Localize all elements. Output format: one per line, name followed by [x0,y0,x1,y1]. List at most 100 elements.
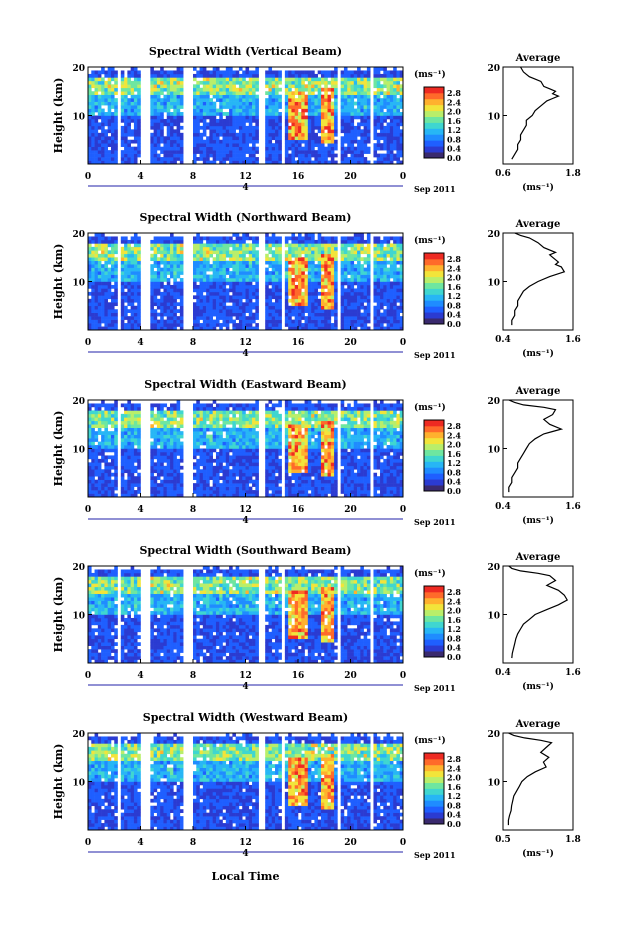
heatmap-cell [383,91,387,96]
heatmap-cell [160,438,164,442]
heatmap-cell [94,250,99,255]
heatmap-cell [307,139,312,144]
heatmap-cell [366,136,371,141]
heatmap-cell [340,309,345,313]
heatmap-cell [386,278,391,282]
heatmap-cell [160,253,164,258]
heatmap-cell [107,278,112,282]
heatmap-cell [173,143,177,147]
heatmap-cell [166,420,171,425]
heatmap-cell [179,67,184,71]
heatmap-cell [268,274,273,279]
heatmap-cell [376,291,381,296]
heatmap-cell [347,264,351,268]
heatmap-cell [399,291,404,296]
heatmap-cell [340,101,345,106]
heatmap-cell [150,146,154,151]
heatmap-cell [222,143,227,147]
heatmap-cell [124,253,128,258]
heatmap-cell [324,77,328,82]
heatmap-cell [380,91,384,96]
heatmap-cell [156,427,161,432]
heatmap-cell [150,101,154,106]
heatmap-cell [133,125,138,130]
heatmap-cell [202,284,207,289]
heatmap-cell [399,253,404,258]
heatmap-cell [173,160,177,165]
heatmap-cell [288,274,292,279]
heatmap-cell [340,312,345,317]
heatmap-cell [206,122,210,127]
heatmap-cell [202,267,207,272]
heatmap-cell [268,288,273,293]
heatmap-cell [343,264,348,268]
heatmap-cell [130,118,135,123]
heatmap-cell [255,326,259,331]
heatmap-cell [179,291,184,296]
heatmap-cell [212,260,217,265]
heatmap-cell [209,70,213,75]
heatmap-cell [166,153,171,158]
heatmap-cell [163,267,168,272]
heatmap-cell [373,73,378,78]
heatmap-cell [124,326,128,331]
heatmap-cell [311,295,315,300]
heatmap-cell [137,420,141,425]
heatmap-cell [166,243,171,248]
heatmap-cell [298,312,302,317]
heatmap-cell [173,108,177,113]
heatmap-cell [238,87,243,92]
heatmap-cell [235,260,240,265]
heatmap-cell [288,312,292,317]
heatmap-cell [238,260,243,265]
heatmap-cell [193,112,197,116]
heatmap-cell [353,146,358,151]
heatmap-cell [166,139,171,144]
heatmap-cell [133,84,138,89]
heatmap-cell [104,298,108,303]
heatmap-cell [120,91,125,96]
heatmap-cell [170,410,174,415]
heatmap-cell [360,77,364,82]
heatmap-cell [366,260,371,265]
heatmap-cell [193,105,197,109]
heatmap-cell [150,115,154,120]
heatmap-cell [127,112,131,116]
heatmap-cell [107,434,112,439]
heatmap-cell [137,153,141,158]
heatmap-cell [232,143,236,147]
heatmap-cell [91,476,95,480]
heatmap-cell [179,153,184,158]
heatmap-cell [101,129,105,134]
heatmap-cell [133,493,138,498]
heatmap-cell [160,326,164,331]
heatmap-cell [232,302,236,307]
heatmap-cell [209,267,213,272]
heatmap-cell [235,323,240,327]
heatmap-cell [271,84,276,89]
heatmap-cell [153,490,158,494]
heatmap-cell [170,284,174,289]
heatmap-cell [107,84,112,89]
heatmap-cell [320,73,325,78]
heatmap-cell [304,146,309,151]
heatmap-cell [225,146,230,151]
heatmap-cell [219,323,223,327]
heatmap-cell [206,115,210,120]
heatmap-cell [120,98,125,102]
heatmap-cell [311,288,315,293]
heatmap-cell [311,271,315,275]
heatmap-cell [399,77,404,82]
heatmap-cell [317,157,322,161]
heatmap-cell [386,281,391,286]
heatmap-cell [330,153,335,158]
heatmap-cell [173,77,177,82]
heatmap-cell [232,312,236,317]
heatmap-cell [163,434,168,439]
heatmap-cell [202,80,207,85]
heatmap-cell [238,319,243,324]
heatmap-cell [120,413,125,418]
heatmap-cell [101,84,105,89]
heatmap-cell [156,403,161,408]
heatmap-cell [137,243,141,248]
